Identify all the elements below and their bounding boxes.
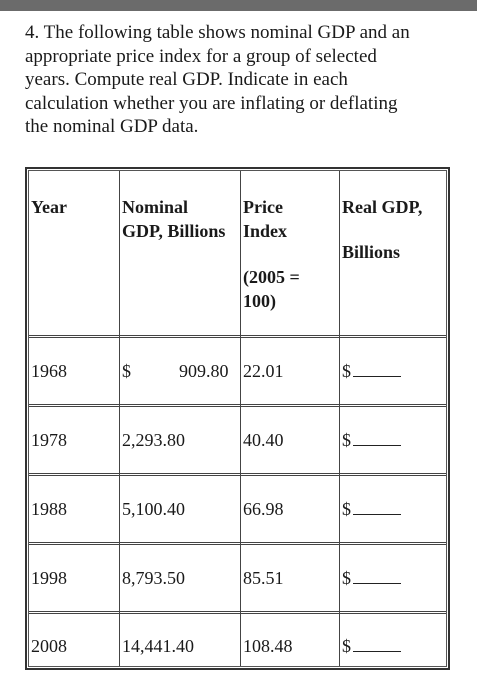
gdp-table: Year Nominal GDP, Billions Price Index (… <box>25 167 450 670</box>
table-inner-border: Year Nominal GDP, Billions Price Index (… <box>28 170 447 667</box>
cell-price-index: 66.98 <box>243 499 284 519</box>
cell-real-currency: $ <box>342 361 351 381</box>
cell-real-currency: $ <box>342 636 351 656</box>
header-nominal: Nominal <box>122 197 189 217</box>
question-line: calculation whether you are inflating or… <box>25 92 398 114</box>
cell-nominal: 2,293.80 <box>122 430 185 450</box>
question-line: appropriate price index for a group of s… <box>25 45 377 67</box>
answer-blank[interactable] <box>353 362 401 377</box>
question-line: the nominal GDP data. <box>25 116 199 137</box>
cell-price-index: 22.01 <box>243 361 284 381</box>
cell-real-gdp: $ <box>342 635 401 657</box>
header-price: Price <box>243 197 283 217</box>
cell-year: 2008 <box>31 636 67 656</box>
cell-nominal: 5,100.40 <box>122 499 185 519</box>
cell-price-index: 108.48 <box>243 636 293 656</box>
answer-blank[interactable] <box>353 500 401 515</box>
row-divider <box>29 473 446 476</box>
header-nominal: GDP, Billions <box>122 221 226 241</box>
cell-price-index: 40.40 <box>243 430 284 450</box>
cell-year: 1978 <box>31 430 67 450</box>
top-bar <box>0 0 477 11</box>
cell-real-gdp: $ <box>342 498 401 520</box>
header-real-gdp: Billions <box>342 242 401 262</box>
cell-currency: $ <box>122 361 131 381</box>
header-price-base: 100) <box>243 291 276 311</box>
column-divider <box>119 171 120 666</box>
answer-blank[interactable] <box>353 569 401 584</box>
row-divider <box>29 542 446 545</box>
question-line: years. Compute real GDP. Indicate in eac… <box>25 69 348 90</box>
cell-real-currency: $ <box>342 430 351 450</box>
cell-real-currency: $ <box>342 568 351 588</box>
cell-real-gdp: $ <box>342 360 401 382</box>
column-divider <box>240 171 241 666</box>
cell-real-currency: $ <box>342 499 351 519</box>
question-line: 4. The following table shows nominal GDP… <box>25 22 410 43</box>
row-divider <box>29 611 446 614</box>
question-text: 4. The following table shows nominal GDP… <box>25 21 465 139</box>
answer-blank[interactable] <box>353 637 401 652</box>
header-price: Index <box>243 221 288 241</box>
column-divider <box>339 171 340 666</box>
cell-nominal: 909.80 <box>179 361 229 381</box>
cell-price-index: 85.51 <box>243 568 284 588</box>
cell-year: 1998 <box>31 568 67 588</box>
cell-nominal: 14,441.40 <box>122 636 194 656</box>
row-divider <box>29 404 446 407</box>
cell-real-gdp: $ <box>342 429 401 451</box>
header-year: Year <box>31 197 67 217</box>
cell-nominal: 8,793.50 <box>122 568 185 588</box>
answer-blank[interactable] <box>353 431 401 446</box>
cell-year: 1988 <box>31 499 67 519</box>
cell-year: 1968 <box>31 361 67 381</box>
header-real-gdp: Real GDP, <box>342 197 423 217</box>
header-price-base: (2005 = <box>243 267 300 287</box>
cell-real-gdp: $ <box>342 567 401 589</box>
row-divider <box>29 335 446 338</box>
